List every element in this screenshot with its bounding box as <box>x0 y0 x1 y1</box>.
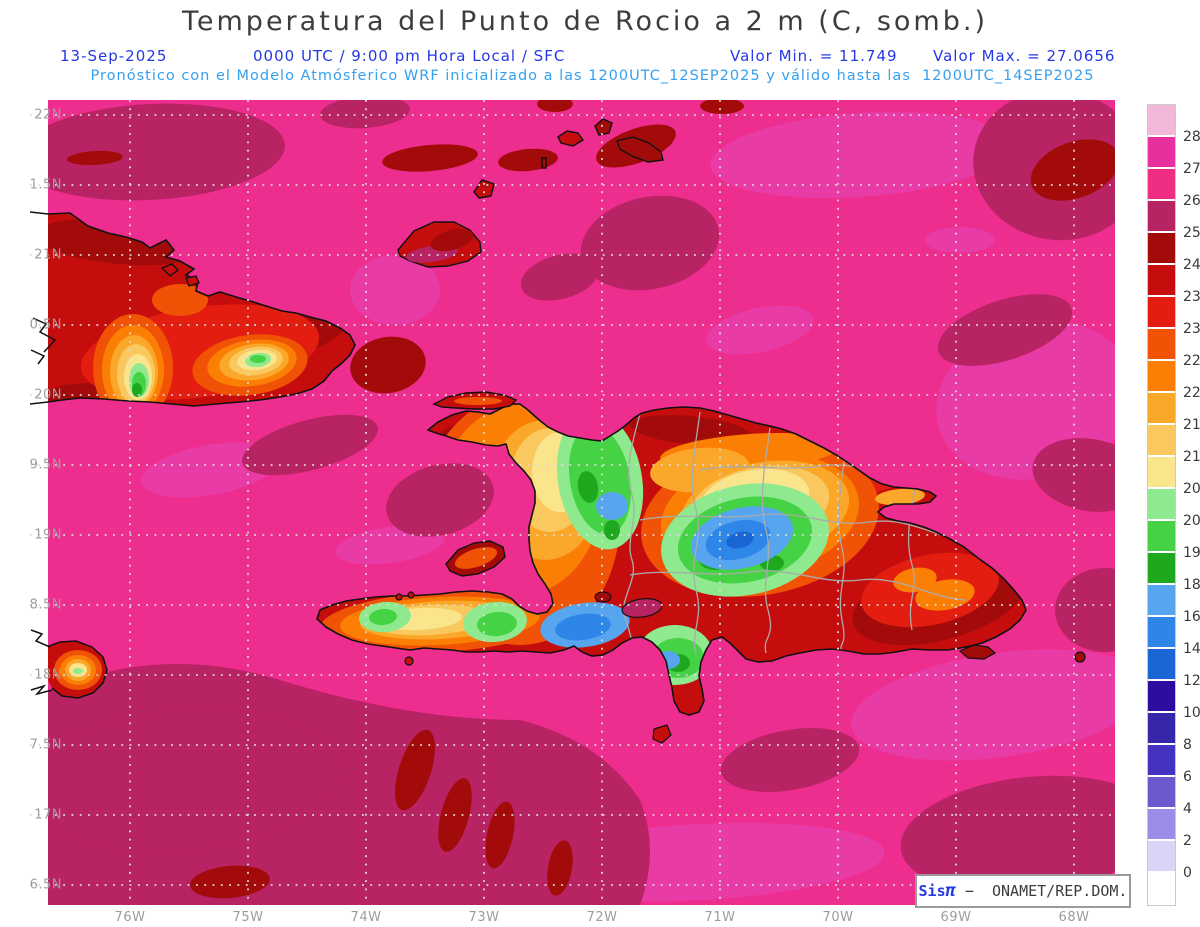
lat-tick-label: 6.5N <box>29 877 62 893</box>
pi-symbol: π <box>945 881 956 901</box>
lat-tick-label: 19N <box>34 527 62 543</box>
domain-edge-gap <box>30 100 48 905</box>
colorbar-segment <box>1148 169 1175 199</box>
value-min-label: Valor Min. = 11.749 <box>730 47 898 65</box>
lon-tick-label: 71W <box>704 910 736 925</box>
tortuga-island <box>432 391 518 410</box>
colorbar-segment <box>1148 329 1175 359</box>
lat-tick-label: 21N <box>34 247 62 263</box>
value-max-label: Valor Max. = 27.0656 <box>933 47 1116 65</box>
colorbar-tick-label: 2 <box>1183 833 1192 849</box>
lat-tick-label: 22N <box>34 107 62 123</box>
colorbar-segment <box>1148 201 1175 231</box>
lat-tick-label: 7.5N <box>29 737 62 753</box>
valid-time: 0000 UTC / 9:00 pm Hora Local / SFC <box>253 47 566 65</box>
gonave-island <box>445 540 506 577</box>
colorbar-segment <box>1148 393 1175 423</box>
lon-tick-label: 75W <box>232 910 264 925</box>
colorbar-segment <box>1148 777 1175 807</box>
colorbar-segment <box>1148 809 1175 839</box>
lon-tick-label: 69W <box>940 910 972 925</box>
bahamas-turks-islands <box>397 118 664 268</box>
colorbar-segment <box>1148 617 1175 647</box>
colorbar-segment <box>1148 297 1175 327</box>
colorbar-segment <box>1148 233 1175 263</box>
colorbar-tick-label: 23 <box>1183 321 1200 337</box>
gridlines <box>30 100 1115 905</box>
coastline-stubs <box>30 211 57 696</box>
colorbar-tick-label: 20.5 <box>1183 481 1200 497</box>
colorbar-tick-label: 10 <box>1183 705 1200 721</box>
colorbar-tick-label: 16 <box>1183 609 1200 625</box>
watermark-org: ONAMET/REP.DOM. <box>992 882 1128 900</box>
colorbar-segment <box>1148 105 1175 135</box>
colorbar-tick-label: 25 <box>1183 225 1200 241</box>
colorbar-segment <box>1148 457 1175 487</box>
watermark-separator: − <box>955 882 992 900</box>
colorbar-segment <box>1148 521 1175 551</box>
colorbar-segment <box>1148 425 1175 455</box>
colorbar-tick-label: 8 <box>1183 737 1192 753</box>
colorbar-tick-label: 4 <box>1183 801 1192 817</box>
colorbar-segment <box>1148 649 1175 679</box>
small-islands <box>395 591 1086 744</box>
colorbar-segment <box>1148 489 1175 519</box>
colorbar-tick-label: 14 <box>1183 641 1200 657</box>
page-title: Temperatura del Punto de Rocio a 2 m (C,… <box>181 6 988 37</box>
colorbar-segment <box>1148 713 1175 743</box>
lon-tick-label: 68W <box>1058 910 1090 925</box>
lat-tick-label: 8.5N <box>29 597 62 613</box>
colorbar-tick-label: 12 <box>1183 673 1200 689</box>
colorbar-segment <box>1148 361 1175 391</box>
colorbar <box>1147 104 1176 906</box>
colorbar-tick-label: 18 <box>1183 577 1200 593</box>
lat-tick-label: 17N <box>34 807 62 823</box>
lat-tick-label: 0.5N <box>29 317 62 333</box>
colorbar-tick-label: 22 <box>1183 385 1200 401</box>
colorbar-tick-label: 24.5 <box>1183 257 1200 273</box>
colorbar-segment <box>1148 681 1175 711</box>
colorbar-tick-label: 19 <box>1183 545 1200 561</box>
lat-tick-label: 18N <box>34 667 62 683</box>
lon-tick-label: 73W <box>468 910 500 925</box>
colorbar-tick-label: 6 <box>1183 769 1192 785</box>
watermark-brand: Sis <box>918 882 946 900</box>
colorbar-segment <box>1148 873 1175 903</box>
colorbar-tick-label: 21.5 <box>1183 417 1200 433</box>
colorbar-tick-label: 27 <box>1183 161 1200 177</box>
model-info-line: Pronóstico con el Modelo Atmósferico WRF… <box>90 68 1095 84</box>
lat-tick-label: 1.5N <box>29 177 62 193</box>
colorbar-segment <box>1148 745 1175 775</box>
colorbar-tick-label: 26 <box>1183 193 1200 209</box>
lon-tick-label: 70W <box>822 910 854 925</box>
lon-tick-label: 76W <box>114 910 146 925</box>
colorbar-tick-label: 21 <box>1183 449 1200 465</box>
colorbar-segment <box>1148 841 1175 871</box>
watermark-box: Sis π − ONAMET/REP.DOM. <box>915 874 1131 908</box>
lon-tick-label: 74W <box>350 910 382 925</box>
lon-tick-label: 72W <box>586 910 618 925</box>
valid-date: 13-Sep-2025 <box>60 47 168 65</box>
colorbar-segment <box>1148 553 1175 583</box>
colorbar-tick-label: 20 <box>1183 513 1200 529</box>
colorbar-tick-label: 22.5 <box>1183 353 1200 369</box>
jamaica-island <box>43 640 108 699</box>
colorbar-tick-label: 0 <box>1183 865 1192 881</box>
lat-tick-label: 20N <box>34 387 62 403</box>
colorbar-tick-label: 23.5 <box>1183 289 1200 305</box>
lat-tick-label: 9.5N <box>29 457 62 473</box>
colorbar-tick-label: 28 <box>1183 129 1200 145</box>
colorbar-segment <box>1148 137 1175 167</box>
colorbar-segment <box>1148 585 1175 615</box>
colorbar-segment <box>1148 265 1175 295</box>
lake-azuei <box>594 591 612 603</box>
